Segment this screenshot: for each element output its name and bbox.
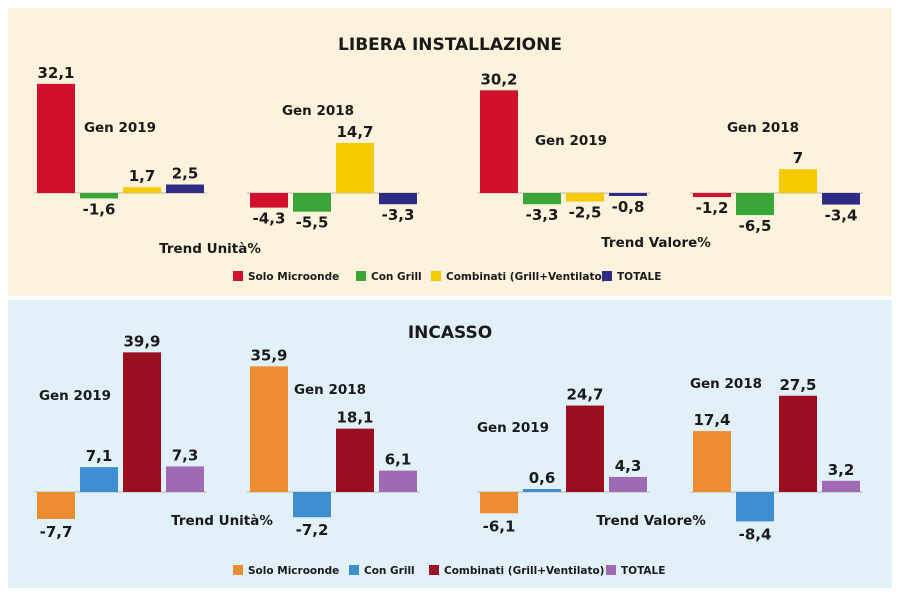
incasso-legend-label: TOTALE (621, 565, 665, 577)
incasso-metric-label: Trend Unità% (171, 513, 273, 529)
incasso-bar-totale-1 (166, 466, 204, 492)
libera-installazione-bar-con-grill-3 (523, 193, 561, 205)
libera-installazione-value-label: -5,5 (296, 214, 329, 232)
incasso-value-label: 7,1 (86, 447, 113, 465)
libera-installazione-bar-solo-microonde-2 (250, 193, 288, 208)
libera-installazione-value-label: -1,6 (83, 200, 116, 218)
incasso-legend-swatch (349, 565, 359, 575)
incasso-metric-label: Trend Valore% (596, 513, 706, 529)
incasso-period-label: Gen 2018 (690, 376, 762, 392)
libera-installazione-bar-combinati-grill-ventilato-2 (336, 143, 374, 193)
libera-installazione-value-label: -4,3 (253, 210, 286, 228)
libera-installazione-legend-swatch (233, 271, 243, 281)
libera-installazione-bar-con-grill-1 (80, 193, 118, 199)
libera-installazione-bar-solo-microonde-1 (37, 83, 75, 193)
libera-installazione-bar-combinati-grill-ventilato-3 (566, 193, 604, 202)
incasso-value-label: 27,5 (779, 376, 816, 394)
libera-installazione-period-label: Gen 2019 (84, 120, 156, 136)
incasso-value-label: 35,9 (250, 346, 287, 364)
libera-installazione-value-label: 32,1 (37, 64, 74, 82)
incasso-value-label: 18,1 (336, 409, 373, 427)
incasso-bar-solo-microonde-1 (37, 492, 75, 519)
libera-installazione-background (8, 8, 892, 296)
libera-installazione-value-label: 30,2 (480, 70, 517, 88)
libera-installazione-bar-combinati-grill-ventilato-4 (779, 169, 817, 193)
incasso-legend-label: Con Grill (364, 565, 415, 577)
incasso-bar-solo-microonde-2 (250, 366, 288, 492)
libera-installazione-value-label: -3,4 (825, 207, 858, 225)
incasso-legend-label: Solo Microonde (248, 565, 339, 577)
libera-installazione-value-label: -0,8 (612, 198, 645, 216)
libera-installazione-legend-label: TOTALE (617, 271, 661, 283)
incasso-bar-combinati-grill-ventilato-3 (566, 405, 604, 492)
incasso-bar-combinati-grill-ventilato-4 (779, 395, 817, 492)
libera-installazione-value-label: 2,5 (172, 165, 199, 183)
incasso-period-label: Gen 2019 (39, 388, 111, 404)
incasso-bar-totale-2 (379, 470, 417, 492)
incasso-value-label: 24,7 (566, 386, 603, 404)
incasso-bar-totale-4 (822, 480, 860, 492)
libera-installazione-legend-label: Con Grill (371, 271, 422, 283)
incasso-value-label: -8,4 (739, 525, 772, 543)
incasso-title: INCASSO (408, 323, 492, 343)
incasso-legend-swatch (429, 565, 439, 575)
libera-installazione-period-label: Gen 2019 (535, 133, 607, 149)
incasso-legend-swatch (233, 565, 243, 575)
incasso-bar-con-grill-1 (80, 467, 118, 492)
incasso-value-label: 6,1 (385, 451, 412, 469)
incasso-bar-combinati-grill-ventilato-2 (336, 428, 374, 492)
incasso-value-label: -7,2 (296, 521, 329, 539)
libera-installazione-legend-label: Combinati (Grill+Ventilato) (446, 271, 606, 283)
libera-installazione-bar-totale-4 (822, 193, 860, 205)
incasso-legend-swatch (606, 565, 616, 575)
incasso-bar-con-grill-4 (736, 492, 774, 522)
incasso-period-label: Gen 2019 (477, 420, 549, 436)
libera-installazione-bar-con-grill-2 (293, 193, 331, 212)
incasso-bar-con-grill-2 (293, 492, 331, 518)
libera-installazione-bar-totale-1 (166, 184, 204, 193)
libera-installazione-bar-solo-microonde-4 (693, 193, 731, 198)
incasso-value-label: 39,9 (123, 332, 160, 350)
libera-installazione-metric-label: Trend Unità% (159, 241, 261, 257)
libera-installazione-bar-solo-microonde-3 (480, 90, 518, 193)
libera-installazione-value-label: 7 (793, 149, 803, 167)
libera-installazione-period-label: Gen 2018 (727, 120, 799, 136)
incasso-bar-solo-microonde-3 (480, 492, 518, 514)
libera-installazione-value-label: -3,3 (382, 206, 415, 224)
libera-installazione-value-label: -2,5 (569, 204, 602, 222)
libera-installazione-bar-con-grill-4 (736, 193, 774, 216)
libera-installazione-value-label: -1,2 (696, 199, 729, 217)
incasso-bar-combinati-grill-ventilato-1 (123, 352, 161, 492)
libera-installazione-title: LIBERA INSTALLAZIONE (338, 35, 562, 55)
libera-installazione-metric-label: Trend Valore% (601, 235, 711, 251)
libera-installazione-bar-totale-2 (379, 193, 417, 205)
incasso-value-label: 4,3 (615, 457, 642, 475)
libera-installazione-legend-swatch (602, 271, 612, 281)
incasso-value-label: 0,6 (529, 469, 556, 487)
incasso-bar-totale-3 (609, 476, 647, 492)
libera-installazione-legend-label: Solo Microonde (248, 271, 339, 283)
incasso-value-label: 3,2 (828, 461, 855, 479)
incasso-period-label: Gen 2018 (294, 382, 366, 398)
incasso-bar-solo-microonde-4 (693, 431, 731, 492)
libera-installazione-value-label: -3,3 (526, 206, 559, 224)
libera-installazione-value-label: 14,7 (336, 123, 373, 141)
libera-installazione-legend-swatch (356, 271, 366, 281)
incasso-value-label: 17,4 (693, 411, 730, 429)
incasso-value-label: -7,7 (40, 523, 73, 541)
libera-installazione-value-label: 1,7 (129, 167, 156, 185)
libera-installazione-legend-swatch (431, 271, 441, 281)
incasso-value-label: 7,3 (172, 446, 199, 464)
incasso-bar-con-grill-3 (523, 489, 561, 492)
incasso-value-label: -6,1 (483, 517, 516, 535)
libera-installazione-value-label: -6,5 (739, 217, 772, 235)
libera-installazione-period-label: Gen 2018 (282, 103, 354, 119)
incasso-legend-label: Combinati (Grill+Ventilato) (444, 565, 604, 577)
libera-installazione-bar-combinati-grill-ventilato-1 (123, 187, 161, 193)
libera-installazione-bar-totale-3 (609, 193, 647, 196)
